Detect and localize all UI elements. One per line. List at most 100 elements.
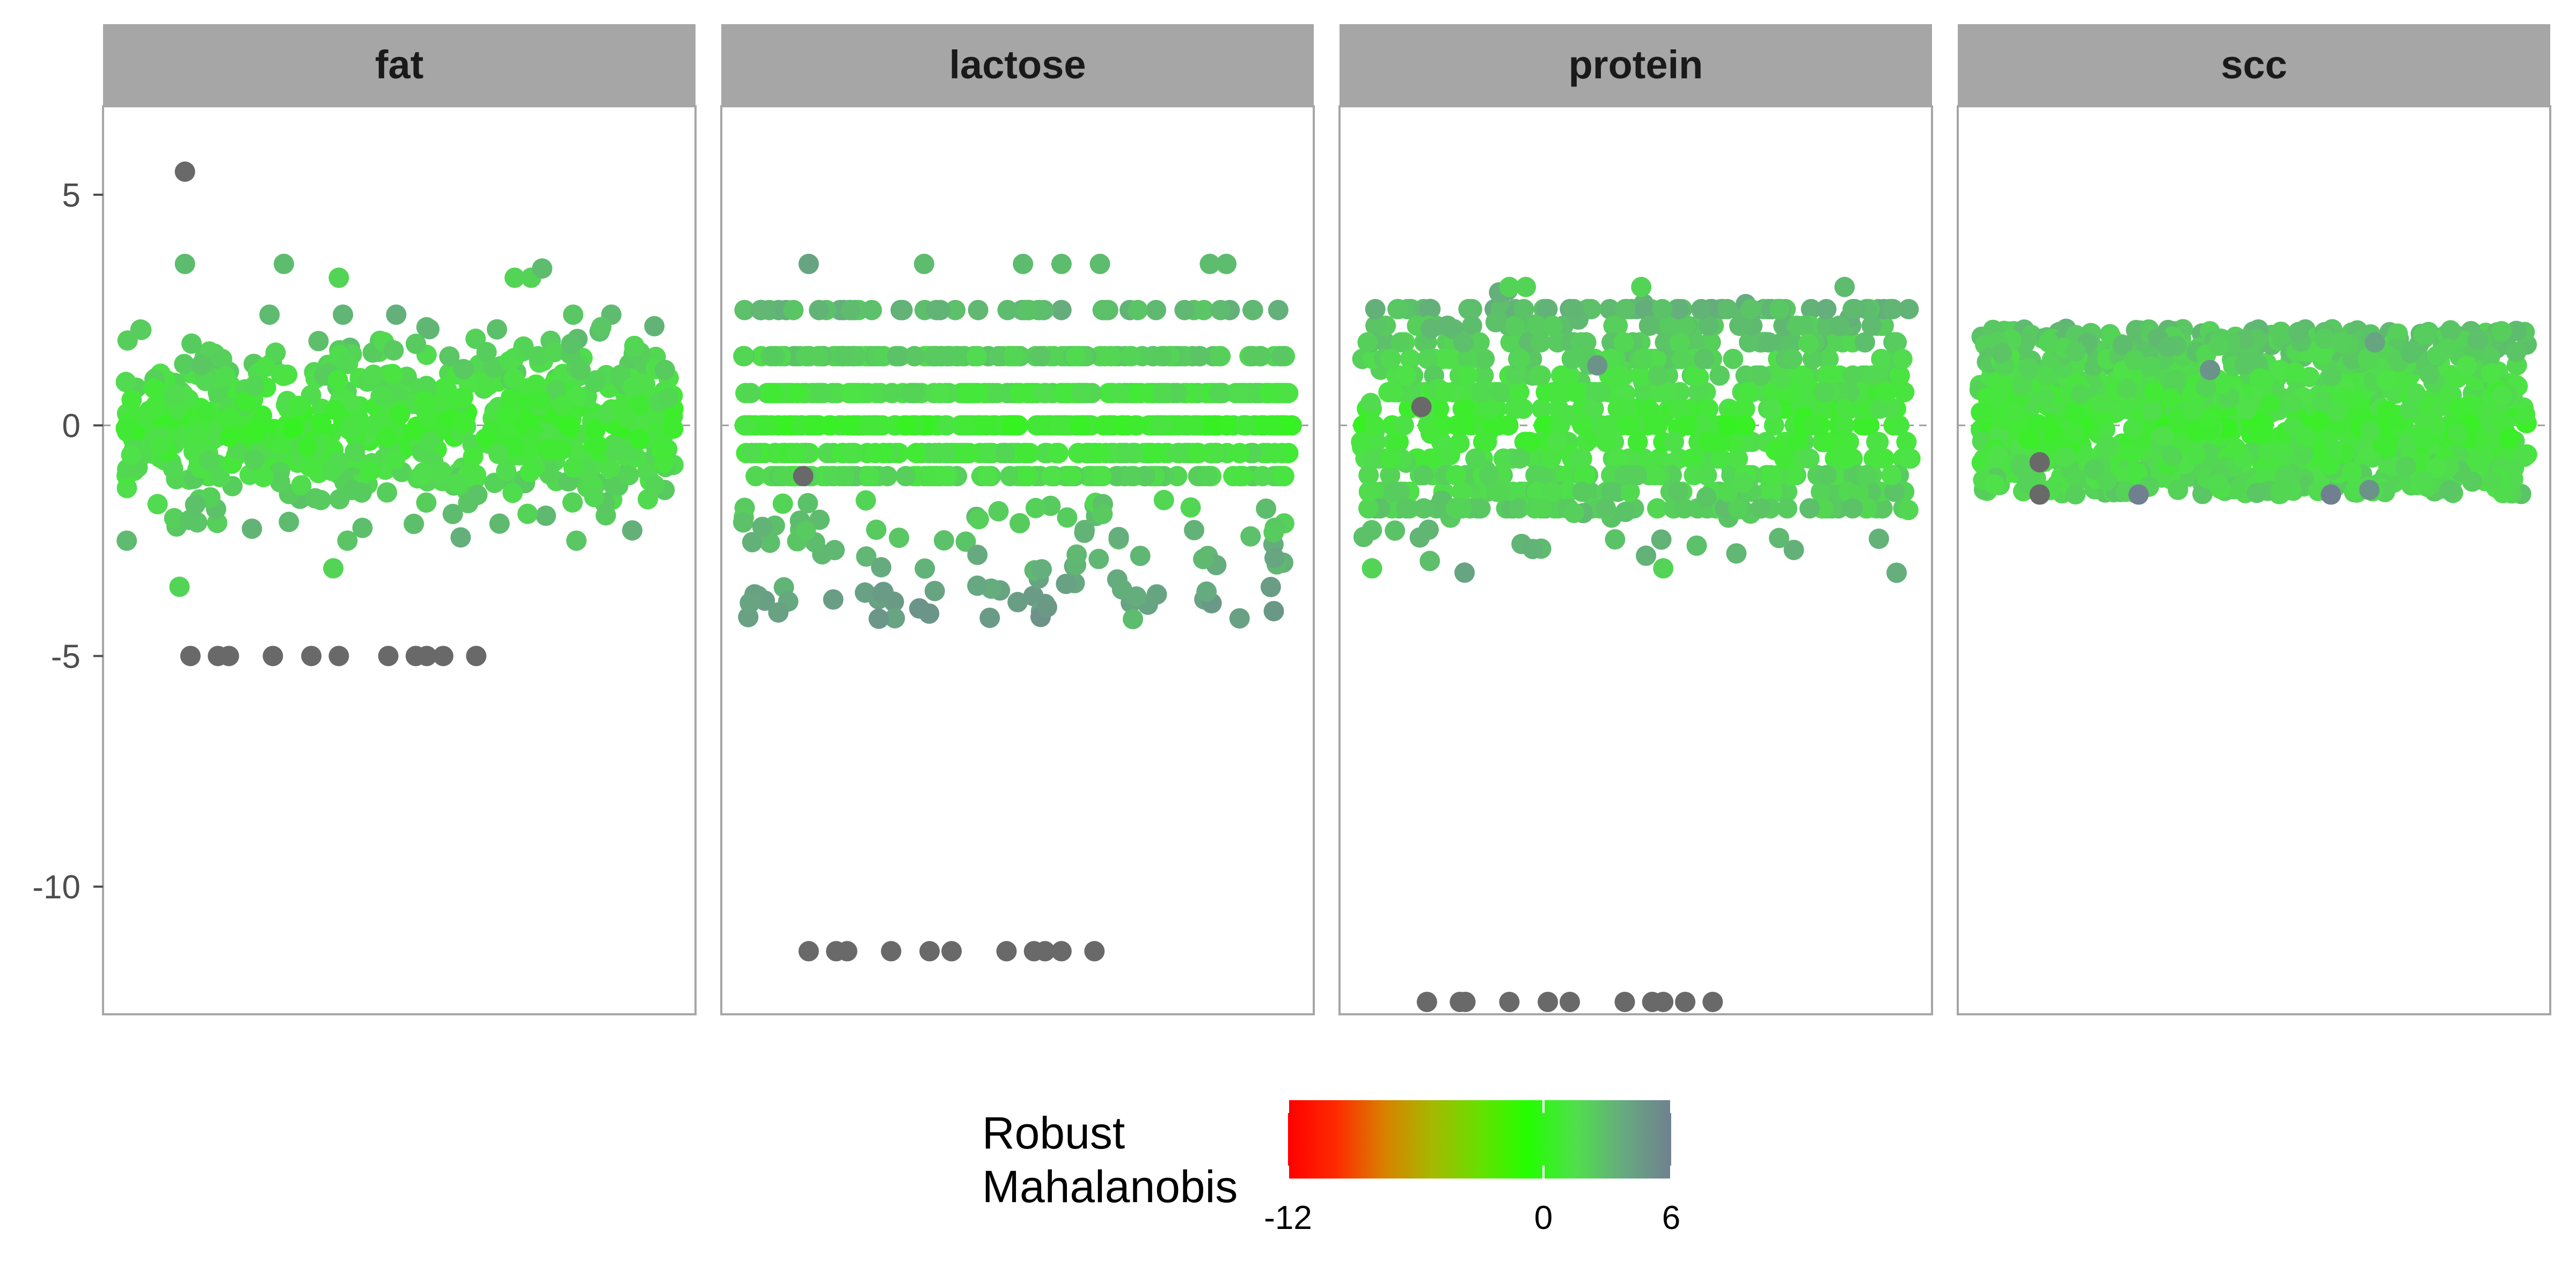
data-point <box>1816 465 1837 486</box>
data-point <box>1717 299 1738 320</box>
data-point <box>1418 519 1439 540</box>
data-point <box>1549 382 1570 402</box>
data-point <box>220 407 241 428</box>
data-point <box>1120 346 1141 367</box>
data-point <box>476 342 497 363</box>
outlier-point <box>1538 991 1558 1012</box>
data-point <box>1675 315 1696 336</box>
data-point <box>622 377 643 398</box>
data-point <box>1271 346 1292 367</box>
data-point <box>964 383 985 404</box>
data-point <box>856 546 877 567</box>
data-point <box>185 494 206 515</box>
highlight-point <box>793 466 814 487</box>
data-point <box>1051 299 1072 320</box>
data-point <box>475 428 496 449</box>
data-point <box>1862 365 1883 386</box>
data-point <box>2400 342 2421 363</box>
data-point <box>563 457 584 478</box>
data-point <box>967 575 988 596</box>
data-point <box>450 527 471 548</box>
legend-colorbar <box>1288 1100 1671 1179</box>
data-point <box>1769 528 1790 548</box>
legend-title-line-2: Mahalanobis <box>982 1161 1238 1212</box>
data-point <box>1524 448 1545 469</box>
data-point <box>773 466 794 487</box>
data-point <box>1816 299 1837 320</box>
data-point <box>870 557 891 578</box>
data-point <box>416 492 437 513</box>
data-point <box>1016 443 1037 464</box>
data-point <box>1718 415 1739 436</box>
data-point <box>811 383 832 404</box>
data-point <box>1737 382 1758 402</box>
data-point <box>1740 299 1761 320</box>
data-point <box>768 602 789 623</box>
data-point <box>1360 392 1381 413</box>
data-point <box>1615 299 1636 320</box>
color-legend: Robust Mahalanobis -12 0 6 <box>982 1100 1680 1236</box>
data-point <box>952 346 973 367</box>
highlight-point <box>913 253 934 274</box>
data-point <box>1419 299 1440 320</box>
data-point <box>1152 383 1173 404</box>
data-point <box>1000 466 1021 487</box>
data-point <box>2216 418 2237 438</box>
data-point <box>2506 320 2527 341</box>
data-point <box>463 446 484 467</box>
data-point <box>861 299 882 320</box>
data-point <box>1881 465 1902 486</box>
data-point <box>889 528 910 548</box>
data-point <box>1811 481 1832 502</box>
data-point <box>115 371 136 392</box>
data-point <box>955 531 976 552</box>
data-point <box>2123 418 2143 439</box>
data-point <box>209 466 230 487</box>
data-point <box>1229 608 1250 629</box>
data-point <box>1204 443 1225 464</box>
data-point <box>742 443 763 464</box>
data-point <box>995 443 1016 464</box>
data-point <box>1393 415 1414 436</box>
data-point <box>2311 343 2332 364</box>
data-point <box>823 589 844 610</box>
data-point <box>288 396 309 416</box>
data-point <box>2491 321 2512 342</box>
data-point <box>2357 348 2378 369</box>
data-point <box>1461 315 1482 336</box>
data-point <box>1048 443 1069 464</box>
data-point <box>1429 398 1450 419</box>
data-point <box>2449 398 2470 419</box>
data-point <box>377 482 398 503</box>
data-point <box>735 415 756 436</box>
data-point <box>420 431 441 452</box>
data-point <box>1092 503 1113 524</box>
outlier-point <box>941 941 962 962</box>
data-point <box>1276 415 1297 436</box>
highlight-point <box>1123 609 1144 630</box>
data-point <box>756 415 777 436</box>
outlier-point <box>837 941 858 962</box>
data-point <box>1698 398 1719 419</box>
highlight-point <box>1362 558 1382 579</box>
data-point <box>1474 348 1495 369</box>
data-point <box>321 460 342 481</box>
data-point <box>1074 522 1095 543</box>
data-point <box>1380 448 1401 469</box>
data-point <box>1417 348 1438 369</box>
data-point <box>2492 385 2513 406</box>
data-point <box>2070 384 2091 405</box>
data-point <box>1453 332 1474 353</box>
data-point <box>926 299 947 320</box>
data-point <box>1519 431 1540 452</box>
data-point <box>2281 393 2302 414</box>
data-point <box>2157 336 2178 357</box>
data-point <box>1479 465 1499 486</box>
data-point <box>759 532 780 553</box>
data-point <box>2160 388 2181 409</box>
highlight-point <box>2029 452 2050 473</box>
data-point <box>131 319 152 340</box>
data-point <box>795 521 816 541</box>
data-point <box>877 466 898 487</box>
data-point <box>1184 415 1205 436</box>
